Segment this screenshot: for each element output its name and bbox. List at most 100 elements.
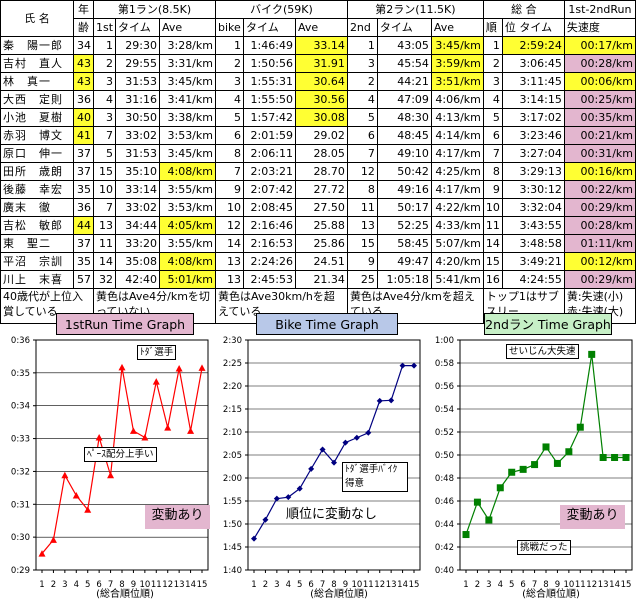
chart2-title: Bike Time Graph (256, 313, 398, 335)
col-r1ave-sub: Ave (159, 18, 216, 37)
y-tick-label: 1:45 (223, 543, 242, 553)
x-tick-label: 1 (39, 580, 44, 590)
cell-bave: 21.34 (294, 270, 348, 289)
data-point (542, 443, 550, 451)
table-row: 原口 伸一 37 5 31:53 3:45/km 8 2:06:11 28.05 7 49:10 4… (0, 144, 636, 163)
y-tick-label: 0:32 (11, 467, 30, 477)
x-tick-label: 10 (139, 580, 150, 590)
cell-r2time: 52:25 (376, 216, 432, 235)
data-point (273, 495, 280, 502)
y-tick-label: 0:35 (11, 369, 30, 379)
x-tick-label: 8 (543, 580, 548, 590)
data-point (388, 397, 395, 404)
cell-brank: 5 (214, 108, 244, 127)
data-point (95, 433, 103, 441)
data-point (118, 363, 126, 371)
chart1-annot-toda: ﾄﾀﾞ選手 (137, 345, 177, 360)
x-tick-label: 11 (151, 580, 162, 590)
cell-diff: 00:06/km (563, 72, 636, 91)
cell-name: 吉村 直人 (0, 54, 74, 73)
cell-name: 林 真一 (0, 72, 74, 91)
y-tick-label: 1:40 (223, 566, 242, 576)
cell-btime: 2:07:42 (242, 180, 296, 199)
cell-r1time: 31:53 (115, 72, 160, 91)
y-tick-label: 2:15 (223, 405, 242, 415)
cell-age: 43 (72, 54, 94, 73)
x-tick-label: 9 (555, 580, 560, 590)
cell-trank: 7 (482, 144, 503, 163)
col-r2rank-sub: 2nd (346, 18, 378, 37)
x-tick-label: 13 (598, 580, 609, 590)
cell-r2rank: 8 (346, 180, 378, 199)
cell-ttime: 3:27:04 (501, 144, 565, 163)
cell-r2rank: 2 (346, 72, 378, 91)
cell-ttime: 3:23:46 (501, 126, 565, 145)
cell-bave: 27.50 (294, 198, 348, 217)
cell-r2rank: 4 (346, 90, 378, 109)
cell-r1time: 29:30 (115, 36, 160, 55)
table-row: 廣末 徹 36 7 33:02 3:53/km 10 2:08:45 27.50 11 50:17… (0, 198, 636, 217)
x-tick-label: 9 (343, 580, 348, 590)
cell-brank: 12 (214, 216, 244, 235)
cell-r2time: 49:10 (376, 144, 432, 163)
col-bave-sub: Ave (294, 18, 348, 37)
cell-r1time: 35:10 (115, 162, 160, 181)
data-point (175, 364, 183, 372)
data-point (622, 453, 630, 461)
x-tick-label: 10 (563, 580, 574, 590)
data-point (285, 494, 292, 501)
results-table: 氏 名 年 第1ラン(8.5K) バイク(59K) 第2ラン(11.5K) 総 … (0, 0, 636, 324)
x-tick-label: 6 (308, 580, 313, 590)
data-point (531, 461, 539, 469)
cell-r1ave: 3:38/km (159, 108, 216, 127)
cell-bave: 24.51 (294, 252, 348, 271)
cell-age: 57 (72, 270, 94, 289)
chart1-title: 1stRun Time Graph (56, 313, 194, 335)
cell-r2ave: 4:33/km (430, 216, 484, 235)
cell-age: 34 (72, 36, 94, 55)
x-tick-label: 8 (331, 580, 336, 590)
chart3-note: 変動あり (560, 505, 625, 529)
cell-trank: 10 (482, 198, 503, 217)
cell-bave: 29.02 (294, 126, 348, 145)
data-point (399, 362, 406, 369)
cell-diff: 00:35/km (563, 108, 636, 127)
x-tick-label: 6 (520, 580, 525, 590)
x-tick-label: 8 (119, 580, 124, 590)
cell-r1time: 31:16 (115, 90, 160, 109)
table-row: 東 聖二 37 11 33:20 3:55/km 14 2:16:53 25.86 15 58:4… (0, 234, 636, 253)
chart3-annot-challenge: 挑戦だった (517, 540, 571, 555)
cell-r2time: 48:30 (376, 108, 432, 127)
cell-r1rank: 13 (92, 216, 117, 235)
cell-name: 秦 陽一郎 (0, 36, 74, 55)
cell-r2time: 47:09 (376, 90, 432, 109)
col-btime-sub: タイム (242, 18, 296, 37)
data-point (152, 378, 160, 385)
table-row: 林 真一 43 3 31:53 3:45/km 3 1:55:31 30.64 2 44:21 3:… (0, 72, 636, 91)
cell-brank: 7 (214, 162, 244, 181)
y-tick-label: 2:20 (223, 382, 242, 392)
cell-btime: 2:45:53 (242, 270, 296, 289)
cell-r1rank: 1 (92, 36, 117, 55)
cell-r2time: 43:05 (376, 36, 432, 55)
data-point (141, 433, 149, 441)
cell-diff: 00:31/km (563, 144, 636, 163)
cell-r1time: 33:14 (115, 180, 160, 199)
x-tick-label: 7 (532, 580, 537, 590)
col-r1time-sub: タイム (115, 18, 160, 37)
cell-r2time: 49:47 (376, 252, 432, 271)
x-tick-label: 3 (62, 580, 67, 590)
cell-btime: 2:06:11 (242, 144, 296, 163)
cell-name: 後藤 幸宏 (0, 180, 74, 199)
header-row-1: 氏 名 年 第1ラン(8.5K) バイク(59K) 第2ラン(11.5K) 総 … (0, 0, 636, 37)
cell-r1rank: 4 (92, 90, 117, 109)
x-tick-label: 13 (174, 580, 185, 590)
y-tick-label: 0:40 (435, 566, 454, 576)
cell-name: 川上 末喜 (0, 270, 74, 289)
cell-r1rank: 2 (92, 54, 117, 73)
y-tick-label: 2:05 (223, 451, 242, 461)
cell-r1ave: 3:45/km (159, 72, 216, 91)
cell-btime: 2:01:59 (242, 126, 296, 145)
x-tick-label: 2 (475, 580, 480, 590)
x-tick-label: 4 (286, 580, 291, 590)
